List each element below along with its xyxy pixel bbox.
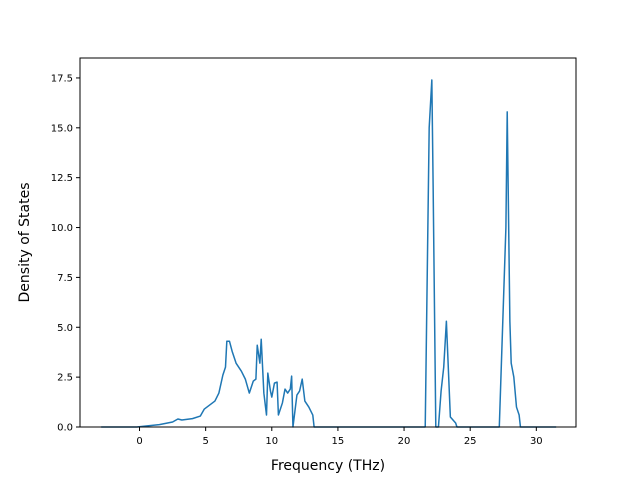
y-axis-label: Density of States [17, 183, 33, 303]
y-tick-label: 10.0 [51, 223, 73, 234]
y-tick-label: 0.0 [57, 423, 73, 434]
y-tick-label: 15.0 [51, 123, 73, 134]
plot-area [101, 79, 557, 428]
axes-frame [79, 57, 577, 428]
axis-ticks: 0 5 10 15 20 25 30 0.0 2.5 5.0 7.5 10.0 12.5 15.0 17.5 [51, 73, 543, 447]
x-tick-label: 0 [136, 436, 142, 447]
x-tick-label: 10 [265, 436, 278, 447]
x-tick-label: 15 [332, 436, 345, 447]
dos-series-line-0 [101, 79, 557, 428]
y-tick-label: 2.5 [57, 373, 73, 384]
y-tick-label: 5.0 [57, 323, 73, 334]
x-tick-label: 5 [202, 436, 208, 447]
y-tick-label: 12.5 [51, 173, 73, 184]
y-tick-label: 17.5 [51, 73, 73, 84]
x-tick-label: 20 [398, 436, 411, 447]
x-tick-label: 30 [530, 436, 543, 447]
y-tick-label: 7.5 [57, 273, 73, 284]
x-tick-label: 25 [464, 436, 477, 447]
x-axis-label: Frequency (THz) [271, 458, 385, 474]
